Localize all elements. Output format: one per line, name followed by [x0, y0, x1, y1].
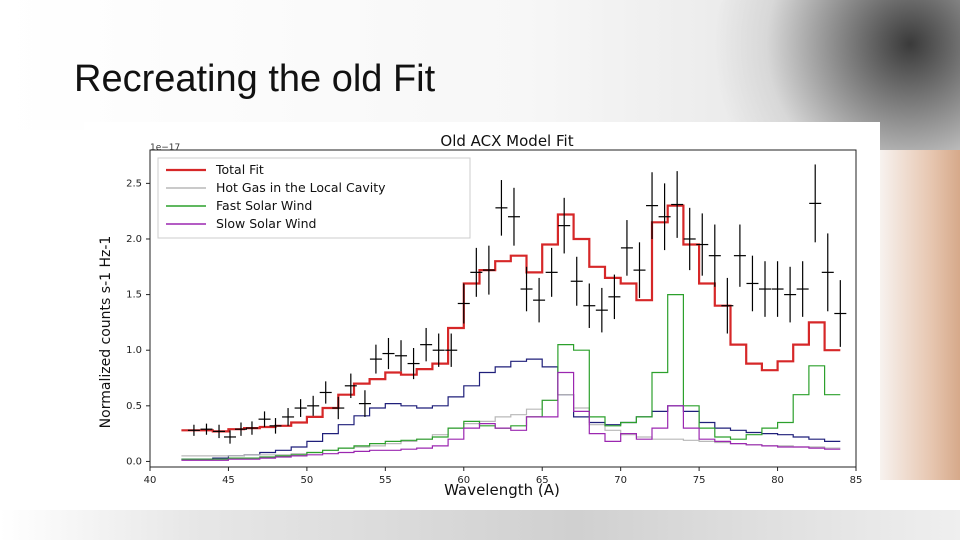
data-point	[646, 172, 659, 239]
acx-model-fit-chart: Old ACX Model Fit 1e−17 Wavelength (A) N…	[98, 132, 863, 499]
data-point	[633, 242, 646, 298]
series-slow-solar-wind	[181, 371, 841, 461]
chart-title: Old ACX Model Fit	[440, 132, 573, 150]
data-point	[258, 411, 271, 427]
data-point	[245, 421, 258, 435]
y-multiplier: 1e−17	[150, 143, 180, 153]
data-point	[771, 261, 784, 317]
data-point	[457, 283, 470, 324]
data-point	[294, 399, 307, 417]
data-point	[658, 183, 671, 251]
data-point	[420, 327, 433, 362]
data-point	[595, 287, 608, 333]
data-point	[671, 171, 684, 238]
slide-background-bottom	[0, 510, 960, 540]
data-point	[721, 277, 734, 334]
x-tick-label: 85	[850, 475, 863, 486]
data-point	[200, 423, 213, 435]
y-tick-label: 1.5	[126, 290, 142, 301]
data-point	[213, 424, 226, 439]
x-tick-label: 60	[457, 475, 470, 486]
data-point	[533, 277, 546, 323]
data-point	[432, 333, 445, 367]
x-tick-label: 50	[301, 475, 314, 486]
x-tick-label: 70	[614, 475, 627, 486]
x-tick-label: 65	[536, 475, 549, 486]
x-tick-label: 40	[144, 475, 157, 486]
observed-data-points	[187, 164, 847, 444]
data-point	[683, 207, 696, 271]
legend: Total Fit Hot Gas in the Local Cavity Fast…	[157, 157, 471, 239]
series-fast-solar-wind	[181, 294, 841, 460]
x-tick-label: 45	[222, 475, 235, 486]
x-tick-label: 80	[771, 475, 784, 486]
data-point	[369, 344, 382, 374]
data-point	[620, 220, 633, 276]
x-axis-label: Wavelength (A)	[444, 481, 560, 499]
data-point	[570, 256, 583, 306]
data-point	[358, 390, 371, 417]
x-tick-label: 55	[379, 475, 392, 486]
data-point	[445, 333, 458, 367]
legend-entry: Hot Gas in the Local Cavity	[216, 180, 386, 195]
y-tick-label: 0.0	[126, 456, 142, 467]
x-tick-label: 75	[693, 475, 706, 486]
data-point	[470, 247, 483, 297]
plot-frame: Old ACX Model Fit 1e−17 Wavelength (A) N…	[84, 122, 880, 510]
plot-area-frame	[149, 149, 857, 468]
data-point	[307, 395, 320, 416]
data-point	[224, 430, 237, 444]
data-point	[520, 266, 533, 312]
data-point	[319, 381, 332, 404]
data-point	[395, 340, 408, 372]
y-axis-label: Normalized counts s-1 Hz-1	[98, 236, 114, 429]
data-point	[482, 245, 495, 295]
legend-entry: Total Fit	[215, 162, 264, 177]
y-tick-label: 0.5	[126, 401, 142, 412]
data-point	[282, 408, 295, 426]
legend-entry: Slow Solar Wind	[216, 216, 317, 231]
series-lines	[181, 204, 841, 461]
decorative-side-panel	[880, 150, 960, 480]
series-model-component	[181, 358, 841, 460]
data-point	[407, 347, 420, 380]
data-point	[696, 213, 709, 276]
data-point	[583, 283, 596, 328]
data-point	[495, 180, 508, 236]
axes: 40 45 50 55 60 65 70 75 80 85 0.0 0.5 1.0 1.5 2.0 2.5	[126, 149, 863, 486]
data-point	[545, 247, 558, 297]
legend-box	[157, 157, 471, 239]
data-point	[558, 197, 571, 254]
data-point	[382, 337, 395, 370]
data-point	[507, 187, 520, 246]
data-point	[269, 418, 282, 434]
series-total-fit	[181, 204, 841, 433]
data-point	[809, 164, 822, 243]
data-point	[796, 261, 809, 317]
legend-entry: Fast Solar Wind	[216, 198, 312, 213]
y-tick-label: 1.0	[126, 345, 142, 356]
data-point	[344, 373, 357, 399]
y-tick-label: 2.5	[126, 178, 142, 189]
data-point	[608, 274, 621, 320]
data-point	[234, 422, 247, 436]
data-point	[746, 255, 759, 312]
data-point	[708, 224, 721, 287]
data-point	[821, 233, 834, 312]
y-tick-label: 2.0	[126, 234, 142, 245]
data-point	[187, 424, 200, 436]
data-point	[332, 396, 345, 420]
data-point	[733, 224, 746, 287]
slide-title: Recreating the old Fit	[74, 58, 436, 100]
data-point	[834, 280, 847, 347]
data-point	[784, 266, 797, 323]
data-point	[759, 261, 772, 317]
